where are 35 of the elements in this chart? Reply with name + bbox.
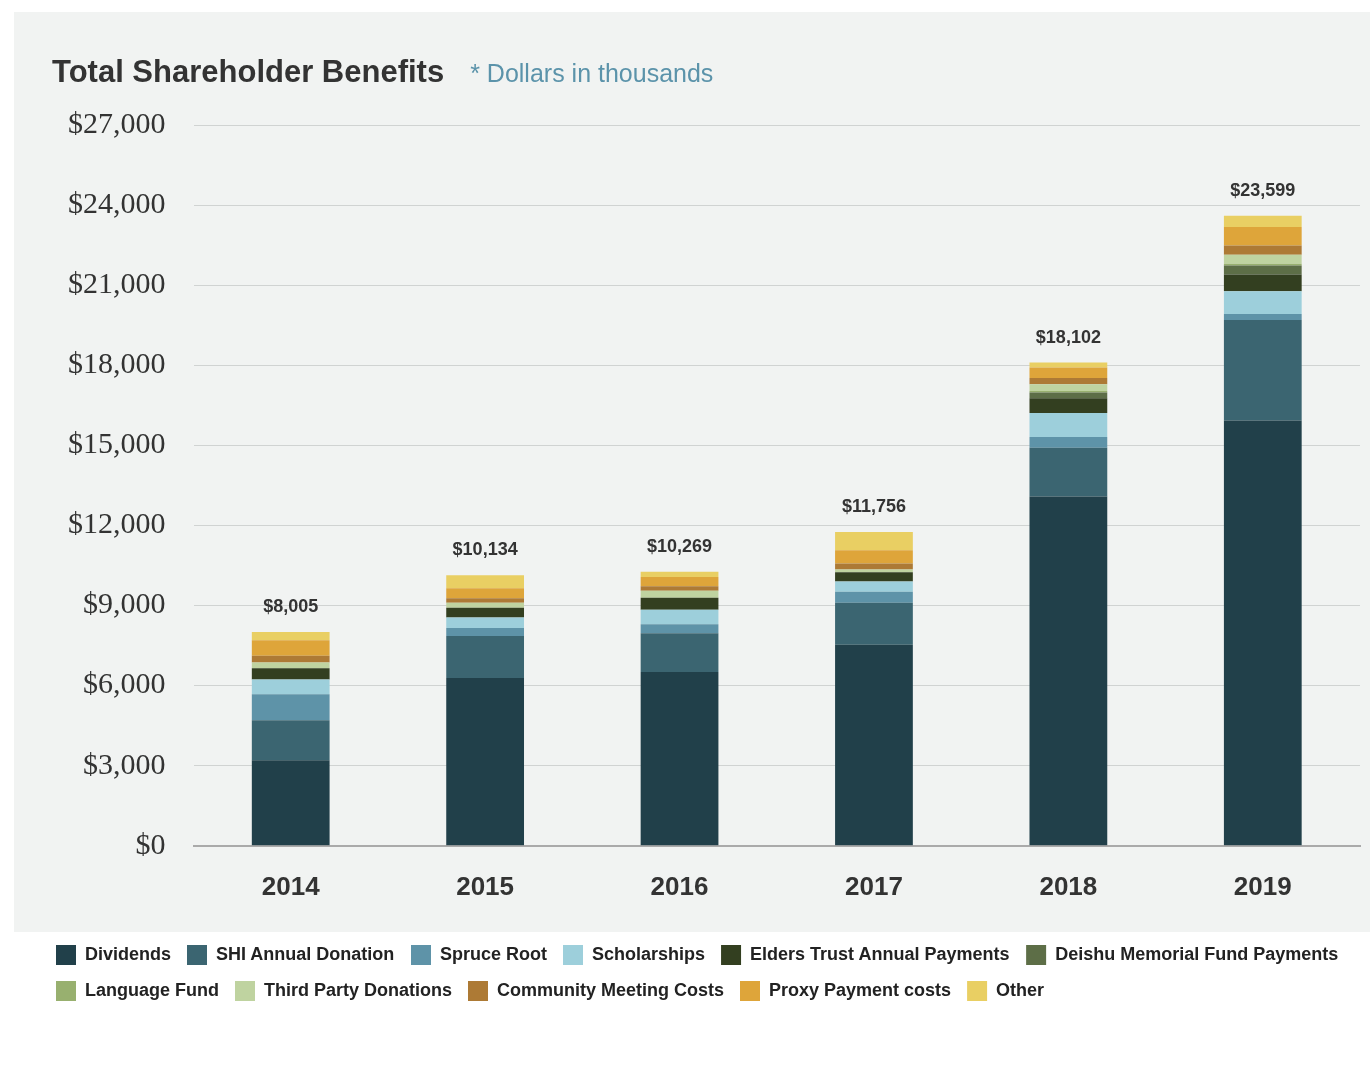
legend-label: Community Meeting Costs (497, 979, 725, 1000)
y-tick-label: $18,000 (68, 346, 166, 380)
total-label: $10,134 (452, 539, 518, 560)
x-tick-label: 2019 (1233, 870, 1292, 901)
total-label: $10,269 (647, 535, 713, 556)
y-tick-label: $15,000 (68, 426, 166, 460)
y-tick-label: $3,000 (83, 746, 166, 780)
legend-label: Elders Trust Annual Payments (750, 943, 1010, 964)
x-tick-label: 2016 (650, 870, 709, 901)
x-tick-label: 2017 (845, 870, 903, 901)
total-label: $11,756 (841, 495, 906, 516)
legend-label: Other (996, 979, 1045, 1000)
legend-label: Scholarships (592, 943, 706, 964)
y-tick-label: $6,000 (83, 666, 166, 700)
x-tick-label: 2015 (456, 870, 515, 901)
x-tick-label: 2018 (1039, 870, 1098, 901)
chart-subtitle: * Dollars in thousands (470, 59, 714, 87)
total-label: $18,102 (1035, 326, 1101, 347)
legend-label: Proxy Payment costs (769, 979, 952, 1000)
legend-label: Dividends (85, 943, 172, 964)
chart-title: Total Shareholder Benefits (52, 54, 445, 89)
x-tick-label: 2014 (261, 870, 321, 901)
legend-label: SHI Annual Donation (216, 943, 395, 964)
total-label: $23,599 (1230, 179, 1296, 200)
y-tick-label: $12,000 (68, 506, 166, 540)
y-tick-label: $24,000 (68, 185, 166, 219)
total-label: $8,005 (263, 596, 319, 617)
legend-label: Spruce Root (440, 943, 548, 964)
y-tick-label: $27,000 (68, 105, 166, 139)
y-tick-label: $21,000 (68, 266, 166, 300)
legend-label: Language Fund (85, 979, 219, 1000)
legend-label: Third Party Donations (263, 979, 452, 1000)
y-tick-label: $9,000 (83, 586, 166, 620)
y-tick-label: $0 (135, 826, 166, 860)
legend-label: Deishu Memorial Fund Payments (1055, 943, 1339, 964)
